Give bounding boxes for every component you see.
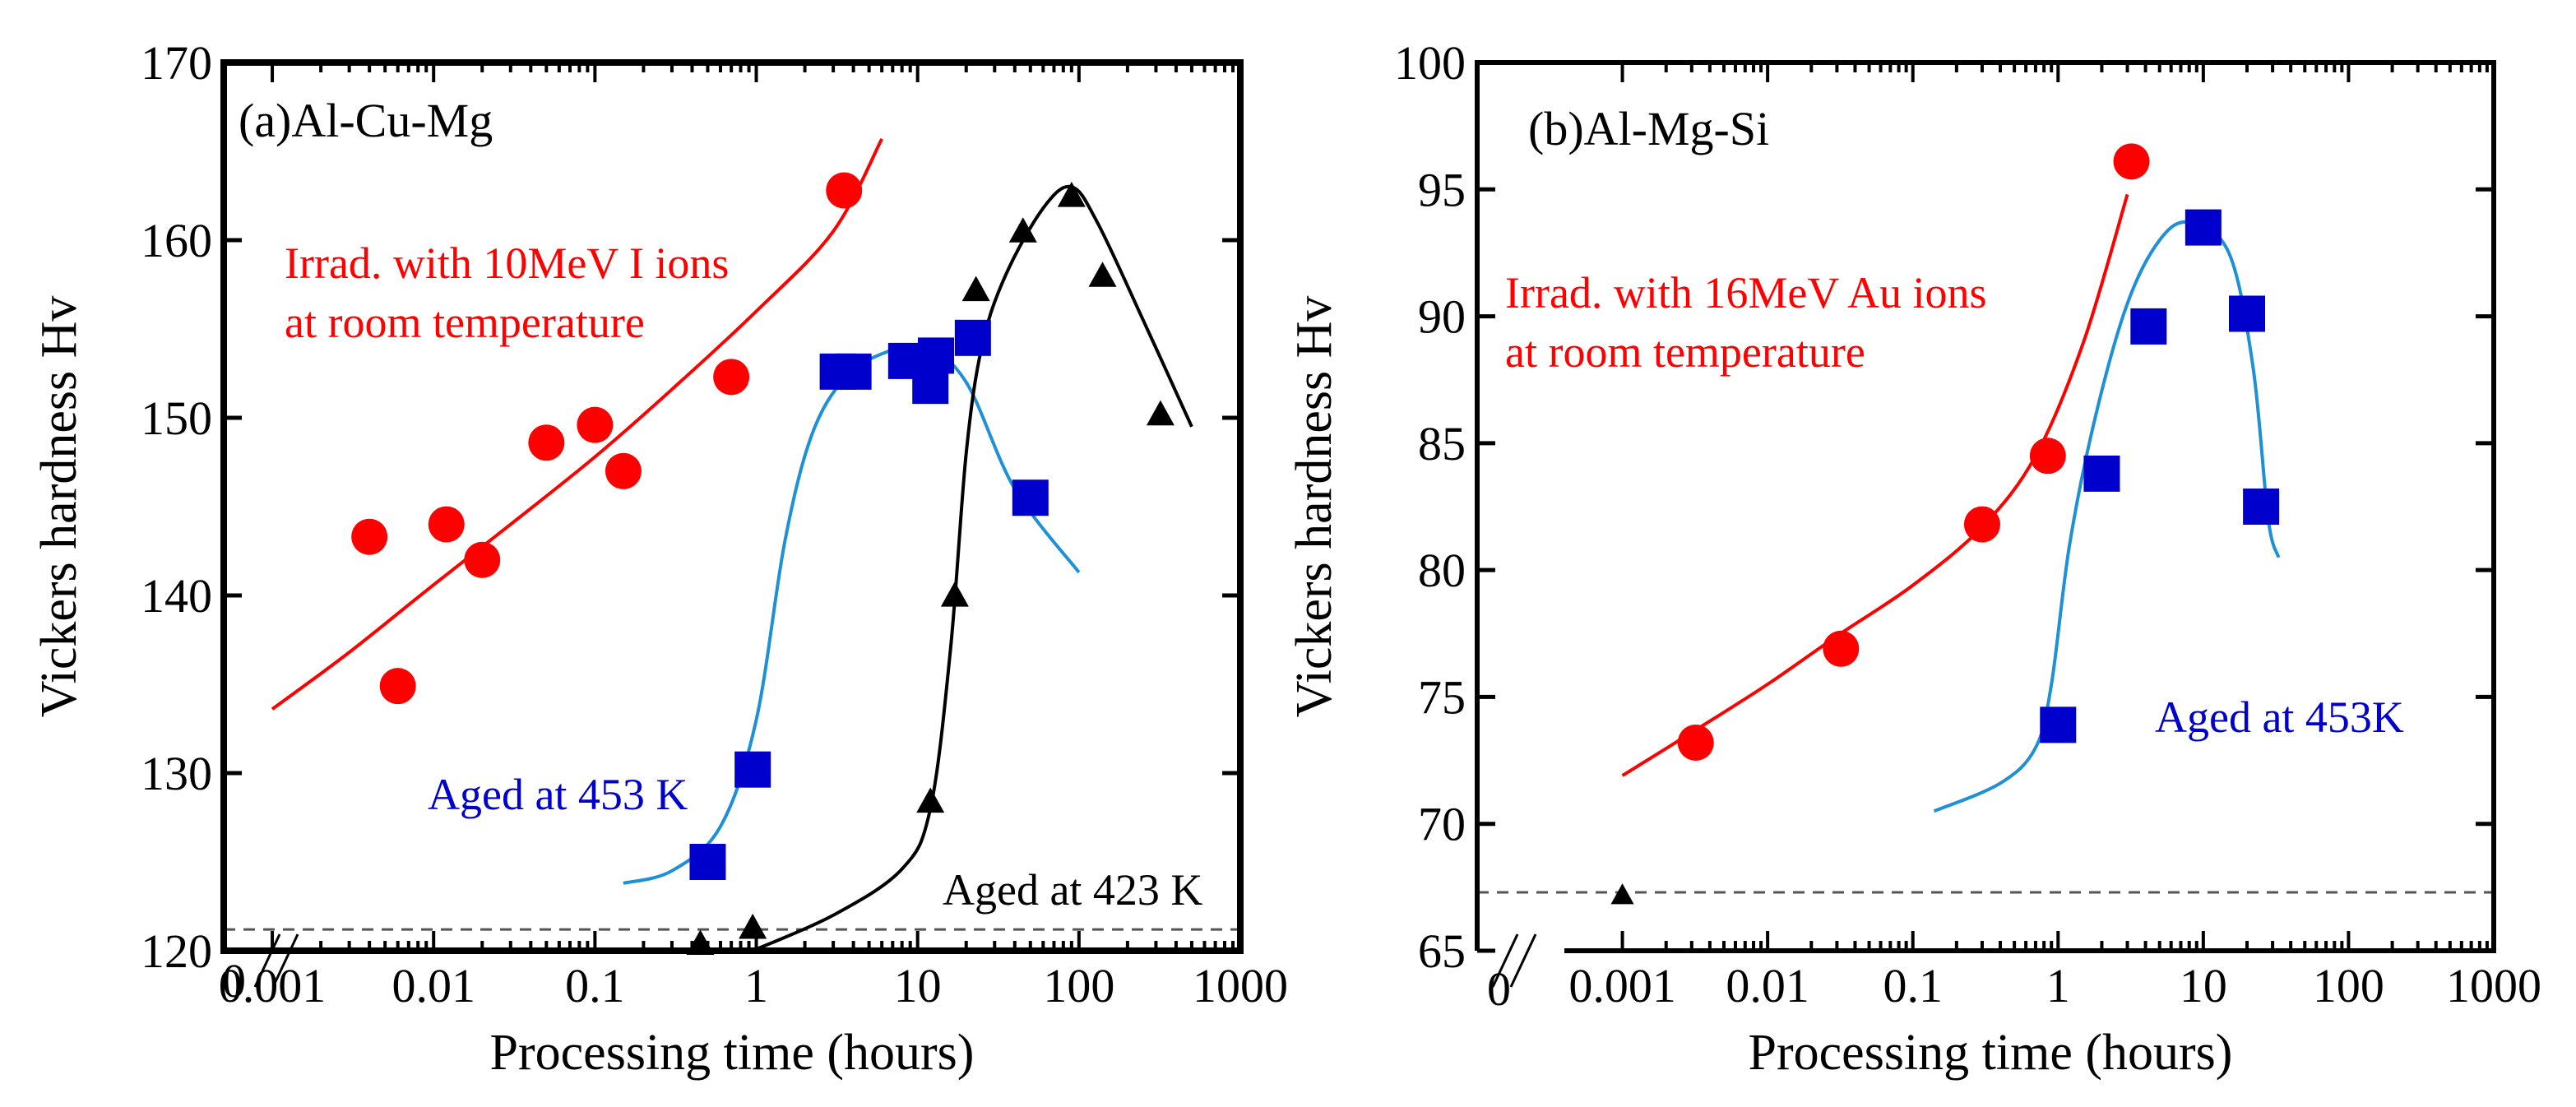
- panel-a-point-square: [1012, 479, 1049, 516]
- panel-a-curves: [271, 137, 1193, 952]
- panel-b-extras: [1477, 891, 2494, 988]
- panel-a-point-square: [689, 844, 726, 880]
- panel-a-frame: [220, 59, 1244, 954]
- panel-a-point-triangle: [1057, 182, 1086, 207]
- panel-a-ticks: 120 130 140 150 160 170 0.001 0.01 0.1 1 10 100 1000: [141, 36, 1288, 1012]
- panel-b-irrad-label-line2: at room temperature: [1505, 327, 1865, 377]
- panel-b-point-circle: [1963, 506, 2000, 543]
- panel-a-ytick-label: 150: [141, 391, 212, 445]
- panel-b-point-triangle: [1610, 883, 1634, 905]
- panel-a-point-triangle: [739, 913, 767, 939]
- panel-b-ticks: 65 70 75 80 85 90 95 100 0.001 0.01 0.1 1 10 100 1000: [1394, 36, 2541, 1012]
- panel-a-point-square: [734, 751, 771, 788]
- panel-b-point-circle: [1677, 724, 1714, 761]
- panel-b-xtick-label: 10: [2180, 959, 2227, 1012]
- panel-a-xtick-label: 0.1: [565, 959, 625, 1012]
- panel-a-aged453-label: Aged at 453 K: [428, 770, 688, 819]
- panel-a-point-triangle: [916, 787, 945, 813]
- panel-b-ytick-label: 80: [1418, 544, 1466, 597]
- panel-b-ytick-label: 70: [1418, 798, 1466, 851]
- panel-a-series-1-fit-curve: [623, 343, 1081, 885]
- panel-a-point-circle: [379, 668, 416, 705]
- panel-a-ytick-label: 130: [141, 747, 212, 800]
- panel-b-xtick-label: 0.1: [1883, 959, 1943, 1012]
- panel-b-point-square: [2229, 295, 2266, 332]
- panel-b-ytick-label: 85: [1418, 417, 1466, 470]
- panel-b-point-square: [2130, 308, 2167, 345]
- panel-a-point-triangle: [940, 581, 969, 607]
- panel-a-point-circle: [826, 172, 863, 209]
- panel-a-point-triangle: [961, 276, 990, 302]
- panel-a-xtick-label: 10: [894, 959, 942, 1012]
- panel-a-point-square: [912, 368, 949, 405]
- panel-a-xlabel: Processing time (hours): [490, 1025, 975, 1081]
- panel-a-title: (a)Al-Cu-Mg: [239, 94, 493, 147]
- panel-b-title: (b)Al-Mg-Si: [1528, 102, 1769, 155]
- panel-b-xtick-label: 100: [2313, 959, 2384, 1012]
- panel-b-xlabel: Processing time (hours): [1749, 1025, 2233, 1081]
- panel-b-ytick-label: 100: [1394, 36, 1466, 90]
- panel-a-irrad-label-line2: at room temperature: [285, 298, 645, 347]
- panel-b-point-circle: [1823, 630, 1860, 667]
- panel-a-xtick-label: 1000: [1193, 959, 1288, 1012]
- panel-a-xtick-label: 1: [744, 959, 768, 1012]
- panel-a-zero-label: 0: [222, 954, 246, 1007]
- panel-a-xtick-label: 0.001: [219, 959, 327, 1012]
- panel-b-ytick-label: 65: [1418, 924, 1466, 978]
- panel-b-point-circle: [2113, 143, 2150, 180]
- panel-a-point-circle: [351, 518, 388, 555]
- panel-b-ytick-label: 90: [1418, 290, 1466, 344]
- panel-b-ytick-label: 75: [1418, 670, 1466, 724]
- panel-b-xtick-label: 1000: [2446, 959, 2541, 1012]
- panel-b-marks: [1610, 143, 2280, 905]
- panel-a-axis-break-mark: [253, 933, 281, 988]
- panel-b-point-square: [2040, 706, 2077, 743]
- panel-b-zero-label: 0: [1487, 962, 1511, 1016]
- panel-b-axis-break-mark: [1509, 933, 1537, 988]
- panel-b-xtick-label: 0.001: [1568, 959, 1676, 1012]
- panel-a-point-triangle: [1146, 400, 1174, 426]
- panel-b-point-square: [2243, 489, 2280, 525]
- panel-b-ytick-label: 95: [1418, 163, 1466, 216]
- panel-a-xtick-label: 0.01: [391, 959, 475, 1012]
- panel-a-point-circle: [428, 506, 465, 543]
- panel-a-point-triangle: [1008, 217, 1037, 243]
- panel-a-point-square: [954, 319, 991, 356]
- panel-b-point-square: [2083, 455, 2120, 492]
- panel-b-xtick-label: 0.01: [1726, 959, 1809, 1012]
- panel-a-point-circle: [605, 452, 642, 489]
- panel-b-axis-break-mark: [1491, 933, 1519, 988]
- panel-a-point-square: [918, 337, 955, 374]
- panel-a-point-circle: [577, 406, 614, 443]
- panel-a-aged423-label: Aged at 423 K: [943, 865, 1202, 915]
- panel-a-xtick-label: 100: [1043, 959, 1114, 1012]
- panel-a-series-0-fit-curve: [271, 137, 883, 711]
- panel-a-ytick-label: 170: [141, 36, 212, 90]
- panel-a-point-circle: [713, 359, 750, 396]
- panel-a: 120 130 140 150 160 170 0.001 0.01 0.1 1 10 100 1000…: [31, 36, 1288, 1081]
- panel-b-point-circle: [2029, 438, 2066, 475]
- panel-a-marks: [351, 172, 1174, 955]
- panel-a-irrad-label-line1: Irrad. with 10MeV I ions: [285, 239, 729, 288]
- panel-b-aged453-label: Aged at 453K: [2155, 692, 2404, 742]
- panel-a-axis-break-mark: [271, 933, 299, 988]
- panel-b-irrad-label-line1: Irrad. with 16MeV Au ions: [1505, 268, 1986, 317]
- panel-a-point-square: [835, 353, 872, 390]
- panel-a-ylabel: Vickers hardness Hv: [31, 296, 87, 718]
- panel-a-point-circle: [464, 541, 501, 578]
- panel-a-point-circle: [528, 424, 565, 461]
- panel-a-ytick-label: 140: [141, 569, 212, 623]
- panel-a-series-2-fit-curve: [752, 184, 1193, 952]
- panel-a-extras: [224, 928, 1240, 988]
- panel-b-xtick-label: 1: [2046, 959, 2070, 1012]
- panel-a-ytick-label: 120: [141, 924, 212, 978]
- panel-a-ytick-label: 160: [141, 214, 212, 267]
- panel-b-series-0-fit-curve: [1621, 193, 2129, 777]
- panel-a-point-triangle: [1088, 262, 1117, 287]
- panel-b-point-square: [2185, 209, 2222, 246]
- panel-b-ylabel: Vickers hardness Hv: [1286, 296, 1342, 718]
